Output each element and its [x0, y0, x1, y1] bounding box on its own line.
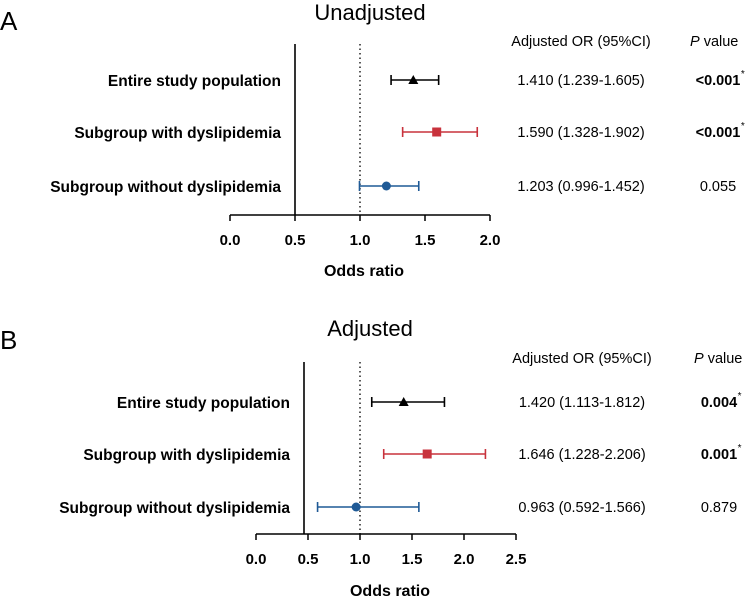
p-value-text: 0.004 — [701, 395, 737, 411]
x-tick-label: 1.5 — [402, 551, 423, 568]
or-value-text: 1.590 (1.328-1.902) — [517, 125, 644, 141]
or-value-text: 1.203 (0.996-1.452) — [517, 179, 644, 195]
x-tick-label: 2.0 — [454, 551, 475, 568]
significance-star: * — [741, 69, 745, 80]
x-tick-label: 1.0 — [350, 232, 371, 249]
panel-b: B Adjusted Adjusted OR (95%CI) P value 0.0 0.… — [0, 316, 742, 600]
header-p-column: P value — [690, 34, 738, 50]
row-label: Subgroup without dyslipidemia — [50, 179, 281, 196]
header-p-italic: P — [690, 34, 700, 50]
x-tick-label: 0.5 — [298, 551, 319, 568]
panel-a: A Unadjusted Adjusted OR (95%CI) P value 0.0… — [0, 0, 745, 280]
or-point-triangle — [398, 397, 409, 406]
header-or-column: Adjusted OR (95%CI) — [511, 34, 650, 50]
header-p-rest: value — [700, 34, 739, 50]
x-tick-label: 1.0 — [350, 551, 371, 568]
significance-star: * — [741, 121, 745, 132]
p-value-text: <0.001 — [696, 125, 741, 141]
or-point-circle — [351, 502, 361, 512]
panel-title: Adjusted — [327, 316, 413, 341]
x-tick-label: 1.5 — [415, 232, 436, 249]
row-label: Subgroup without dyslipidemia — [59, 500, 290, 517]
row-label: Entire study population — [117, 395, 290, 412]
header-p-column: P value — [694, 351, 742, 367]
row-label: Subgroup with dyslipidemia — [74, 125, 281, 142]
significance-star: * — [738, 443, 742, 454]
panel-label: A — [0, 6, 18, 36]
header-p-rest: value — [704, 351, 743, 367]
row-label: Entire study population — [108, 73, 281, 90]
x-tick-label: 2.0 — [480, 232, 501, 249]
header-or-column: Adjusted OR (95%CI) — [512, 351, 651, 367]
panel-label: B — [0, 325, 17, 355]
or-point-triangle — [408, 75, 419, 84]
x-axis-label: Odds ratio — [350, 583, 430, 600]
x-axis-label: Odds ratio — [324, 263, 404, 280]
p-value-text: 0.001 — [701, 447, 737, 463]
x-tick-label: 2.5 — [506, 551, 527, 568]
p-value-text: <0.001 — [696, 73, 741, 89]
panel-title: Unadjusted — [314, 0, 425, 25]
or-point-circle — [381, 181, 391, 191]
significance-star: * — [738, 391, 742, 402]
or-value-text: 0.963 (0.592-1.566) — [518, 500, 645, 516]
or-value-text: 1.420 (1.113-1.812) — [519, 395, 645, 411]
or-point-square — [432, 127, 442, 137]
x-tick-label: 0.0 — [220, 232, 241, 249]
or-value-text: 1.410 (1.239-1.605) — [517, 73, 644, 89]
header-p-italic: P — [694, 351, 704, 367]
row-label: Subgroup with dyslipidemia — [83, 447, 290, 464]
x-tick-label: 0.5 — [285, 232, 306, 249]
or-point-square — [422, 449, 432, 459]
p-value-text: 0.055 — [700, 179, 736, 195]
p-value-text: 0.879 — [701, 500, 737, 516]
x-tick-label: 0.0 — [246, 551, 267, 568]
or-value-text: 1.646 (1.228-2.206) — [518, 447, 645, 463]
